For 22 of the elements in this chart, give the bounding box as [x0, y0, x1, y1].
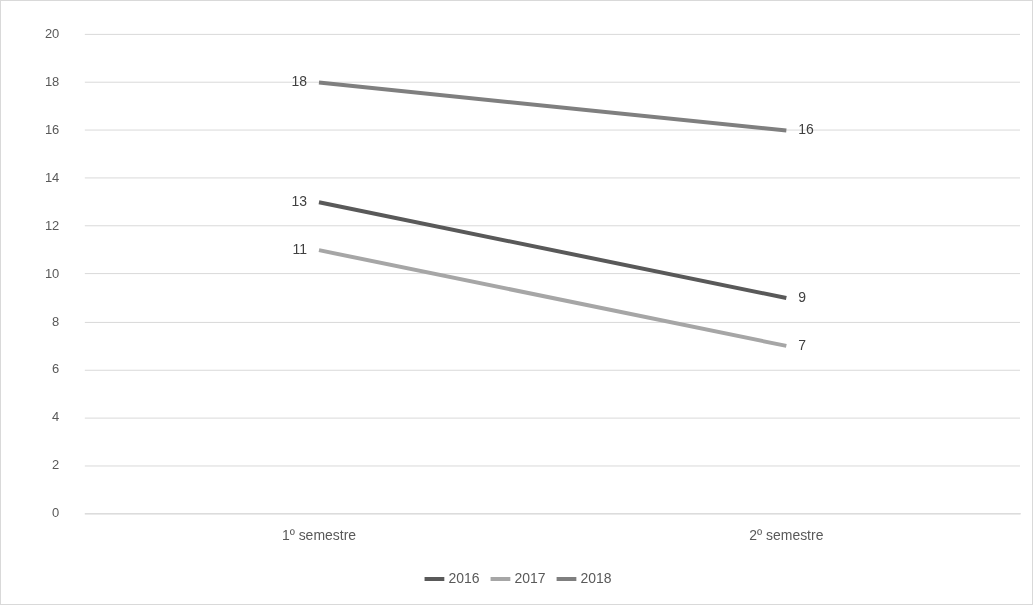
y-tick-label: 20 [44, 26, 60, 42]
y-tick-label: 10 [44, 265, 60, 281]
y-tick-label: 8 [52, 313, 60, 329]
legend-label: 2016 [448, 569, 480, 586]
x-tick-label: 1º semestre [281, 526, 357, 543]
data-label: 13 [291, 193, 308, 210]
y-tick-label: 6 [52, 361, 60, 377]
y-tick-label: 2 [52, 457, 60, 473]
y-tick-label: 14 [44, 169, 60, 185]
data-label: 18 [291, 73, 308, 90]
y-tick-label: 0 [52, 505, 60, 521]
data-label: 7 [798, 336, 807, 353]
legend-label: 2017 [514, 569, 546, 586]
data-label: 9 [798, 288, 807, 305]
y-tick-label: 16 [44, 122, 60, 138]
legend-label: 2018 [580, 569, 612, 586]
y-tick-label: 12 [44, 217, 60, 233]
data-label: 11 [292, 241, 308, 257]
x-tick-label: 2º semestre [749, 526, 824, 543]
y-tick-label: 4 [52, 409, 60, 425]
y-tick-label: 18 [44, 74, 60, 90]
data-label: 16 [798, 121, 815, 138]
